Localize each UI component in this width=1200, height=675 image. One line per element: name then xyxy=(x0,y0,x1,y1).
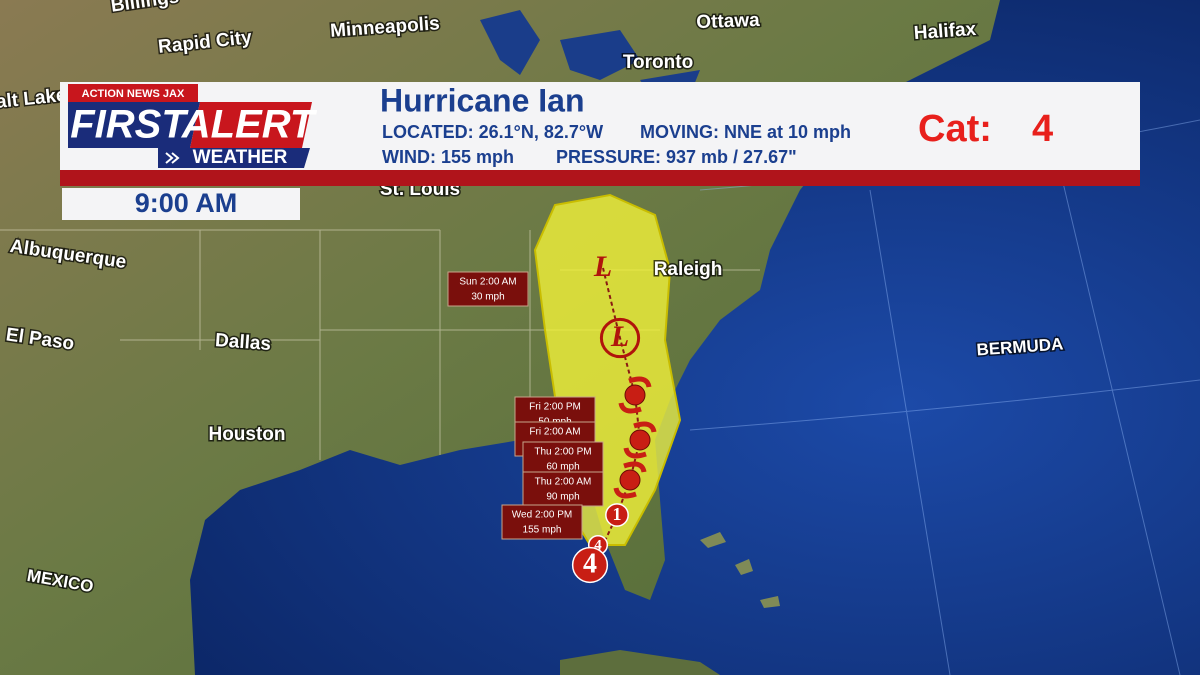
place-label: Raleigh xyxy=(654,259,723,280)
forecast-box xyxy=(501,504,583,540)
header-bar: ACTION NEWS JAX FIRST ALERT WEATHER Hurr… xyxy=(60,82,1140,220)
location-text: LOCATED: 26.1°N, 82.7°W xyxy=(382,122,603,142)
symbol-label: 1 xyxy=(613,504,622,524)
forecast-box xyxy=(447,271,529,307)
forecast-time: Fri 2:00 PM xyxy=(529,402,581,413)
forecast-time: Wed 2:00 PM xyxy=(512,510,572,521)
storm-title: Hurricane Ian xyxy=(380,82,585,118)
place-label: Halifax xyxy=(913,19,977,44)
logo-weather-bg xyxy=(158,148,310,168)
symbol-label: 4 xyxy=(583,548,597,579)
category-label: Cat: xyxy=(918,108,992,150)
forecast-time: Thu 2:00 AM xyxy=(535,477,592,488)
logo-top-banner xyxy=(68,84,198,102)
forecast-box xyxy=(522,471,604,507)
logo-top: ACTION NEWS JAX xyxy=(82,88,185,100)
logo-alert-bg xyxy=(190,102,312,148)
cuba xyxy=(560,650,720,675)
place-label: Houston xyxy=(208,424,285,445)
place-label: Ottawa xyxy=(696,10,760,33)
header-stripe xyxy=(60,170,1140,186)
hurricane-tail xyxy=(613,461,647,499)
storm-symbol xyxy=(629,429,651,451)
forecast-time: Thu 2:00 PM xyxy=(534,447,591,458)
forecast-time: Fri 2:00 AM xyxy=(529,427,580,438)
category-value: 4 xyxy=(1032,108,1053,150)
place-label: Dallas xyxy=(214,330,271,355)
logo-chevrons xyxy=(165,152,180,164)
forecast-time: Sun 2:00 AM xyxy=(459,277,516,288)
great-lakes xyxy=(480,10,700,95)
logo-alert: ALERT xyxy=(181,103,318,147)
pressure-text: PRESSURE: 937 mb / 27.67" xyxy=(556,147,797,167)
storm-symbol xyxy=(571,546,609,584)
storm-symbol xyxy=(599,317,641,359)
forecast-box xyxy=(522,441,604,477)
forecast-wind: 60 mph xyxy=(546,462,579,473)
forecast-wind: 155 mph xyxy=(523,525,562,536)
symbol-label: L xyxy=(610,320,629,353)
storm-symbol xyxy=(605,503,629,527)
time-label: 9:00 AM xyxy=(135,188,238,218)
logo-weather: WEATHER xyxy=(193,147,288,168)
movement-text: MOVING: NNE at 10 mph xyxy=(640,122,851,142)
wind-text: WIND: 155 mph xyxy=(382,147,514,167)
hurricane-tail xyxy=(623,421,657,459)
logo-first-bg xyxy=(68,102,200,148)
hurricane-tail xyxy=(618,376,652,414)
symbol-label: L xyxy=(593,250,612,283)
place-label: Toronto xyxy=(623,52,693,73)
symbol-label: 4 xyxy=(594,537,602,553)
bahamas xyxy=(700,532,780,608)
storm-symbol xyxy=(619,469,641,491)
time-box xyxy=(62,188,300,220)
forecast-wind: 30 mph xyxy=(471,292,504,303)
logo-first: FIRST xyxy=(70,103,189,147)
storm-symbol xyxy=(624,384,646,406)
forecast-wind: 90 mph xyxy=(546,492,579,503)
